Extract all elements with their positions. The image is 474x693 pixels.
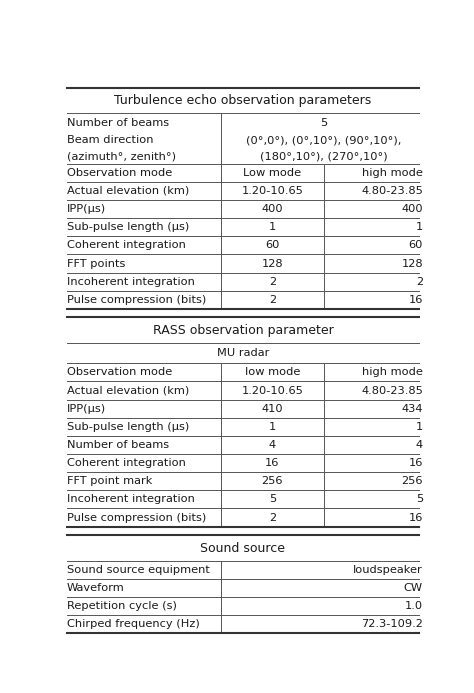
Text: Observation mode: Observation mode (66, 168, 172, 178)
Text: 16: 16 (409, 458, 423, 468)
Text: 60: 60 (265, 240, 280, 250)
Text: Repetition cycle (s): Repetition cycle (s) (66, 601, 176, 611)
Text: Turbulence echo observation parameters: Turbulence echo observation parameters (114, 94, 372, 107)
Text: Chirped frequency (Hz): Chirped frequency (Hz) (66, 620, 200, 629)
Text: 60: 60 (409, 240, 423, 250)
Text: Waveform: Waveform (66, 583, 124, 593)
Text: high mode: high mode (362, 367, 423, 378)
Text: 72.3-109.2: 72.3-109.2 (361, 620, 423, 629)
Text: Incoherent integration: Incoherent integration (66, 277, 194, 287)
Text: 5: 5 (416, 494, 423, 505)
Text: CW: CW (404, 583, 423, 593)
Text: 1: 1 (269, 222, 276, 232)
Text: 16: 16 (409, 513, 423, 523)
Text: 256: 256 (401, 476, 423, 486)
Text: 400: 400 (401, 204, 423, 214)
Text: Actual elevation (km): Actual elevation (km) (66, 186, 189, 196)
Text: (180°,10°), (270°,10°): (180°,10°), (270°,10°) (260, 152, 388, 162)
Text: 410: 410 (262, 403, 283, 414)
Text: 128: 128 (262, 258, 283, 268)
Text: Pulse compression (bits): Pulse compression (bits) (66, 513, 206, 523)
Text: 2: 2 (269, 513, 276, 523)
Text: Observation mode: Observation mode (66, 367, 172, 378)
Text: 5: 5 (320, 119, 328, 128)
Text: Sub-pulse length (μs): Sub-pulse length (μs) (66, 422, 189, 432)
Text: 4.80-23.85: 4.80-23.85 (361, 385, 423, 396)
Text: Low mode: Low mode (243, 168, 301, 178)
Text: 4: 4 (416, 440, 423, 450)
Text: 1.20-10.65: 1.20-10.65 (241, 186, 303, 196)
Text: MU radar: MU radar (217, 348, 269, 358)
Text: Incoherent integration: Incoherent integration (66, 494, 194, 505)
Text: high mode: high mode (362, 168, 423, 178)
Text: Pulse compression (bits): Pulse compression (bits) (66, 295, 206, 305)
Text: 1: 1 (416, 222, 423, 232)
Text: Coherent integration: Coherent integration (66, 240, 185, 250)
Text: 1.20-10.65: 1.20-10.65 (241, 385, 303, 396)
Text: loudspeaker: loudspeaker (353, 565, 423, 574)
Text: Actual elevation (km): Actual elevation (km) (66, 385, 189, 396)
Text: 2: 2 (269, 277, 276, 287)
Text: 2: 2 (416, 277, 423, 287)
Text: Sub-pulse length (μs): Sub-pulse length (μs) (66, 222, 189, 232)
Text: 16: 16 (265, 458, 280, 468)
Text: low mode: low mode (245, 367, 300, 378)
Text: (azimuth°, zenith°): (azimuth°, zenith°) (66, 152, 175, 162)
Text: 5: 5 (269, 494, 276, 505)
Text: IPP(μs): IPP(μs) (66, 204, 106, 214)
Text: 1: 1 (269, 422, 276, 432)
Text: Number of beams: Number of beams (66, 119, 169, 128)
Text: 1.0: 1.0 (405, 601, 423, 611)
Text: Sound source: Sound source (201, 542, 285, 555)
Text: 400: 400 (262, 204, 283, 214)
Text: 256: 256 (262, 476, 283, 486)
Text: RASS observation parameter: RASS observation parameter (153, 324, 333, 337)
Text: 2: 2 (269, 295, 276, 305)
Text: 128: 128 (401, 258, 423, 268)
Text: 434: 434 (401, 403, 423, 414)
Text: Coherent integration: Coherent integration (66, 458, 185, 468)
Text: Sound source equipment: Sound source equipment (66, 565, 210, 574)
Text: (0°,0°), (0°,10°), (90°,10°),: (0°,0°), (0°,10°), (90°,10°), (246, 135, 401, 145)
Text: 4: 4 (269, 440, 276, 450)
Text: FFT points: FFT points (66, 258, 125, 268)
Text: IPP(μs): IPP(μs) (66, 403, 106, 414)
Text: FFT point mark: FFT point mark (66, 476, 152, 486)
Text: 16: 16 (409, 295, 423, 305)
Text: 4.80-23.85: 4.80-23.85 (361, 186, 423, 196)
Text: Number of beams: Number of beams (66, 440, 169, 450)
Text: Beam direction: Beam direction (66, 135, 153, 145)
Text: 1: 1 (416, 422, 423, 432)
